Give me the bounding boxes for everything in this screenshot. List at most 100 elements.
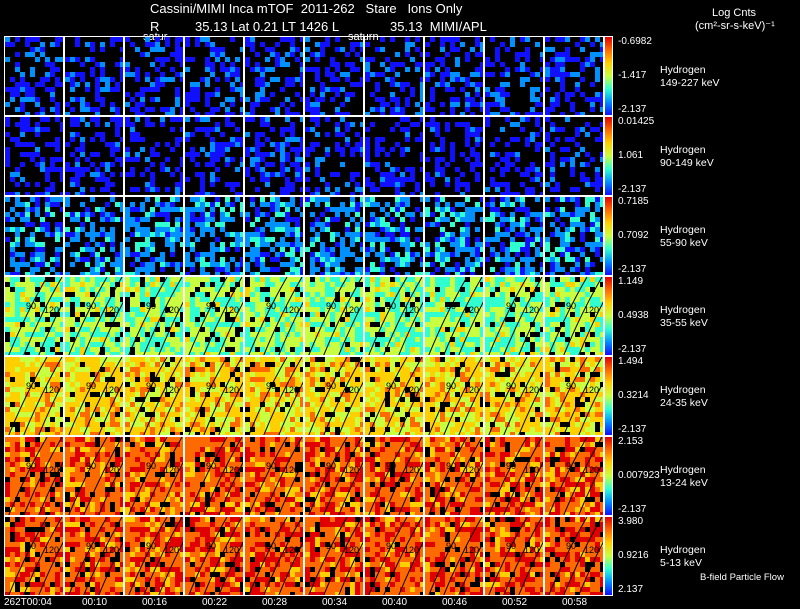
- heatmap-pixel: [125, 212, 130, 217]
- heatmap-pixel: [170, 262, 175, 267]
- heatmap-pixel: [15, 62, 20, 67]
- heatmap-pixel: [300, 177, 303, 182]
- heatmap-pixel: [320, 257, 325, 262]
- heatmap-pixel: [160, 297, 165, 302]
- heatmap-pixel: [230, 102, 235, 107]
- heatmap-pixel: [155, 317, 160, 322]
- heatmap-pixel: [110, 427, 115, 432]
- heatmap-pixel: [365, 272, 370, 275]
- heatmap-pixel: [510, 42, 515, 47]
- heatmap-pixel: [180, 242, 183, 247]
- heatmap-pixel: [480, 332, 483, 337]
- heatmap-pixel: [120, 327, 123, 332]
- heatmap-pixel: [325, 147, 330, 152]
- heatmap-pixel: [600, 287, 603, 292]
- heatmap-pixel: [95, 337, 100, 342]
- heatmap-pixel: [85, 422, 90, 427]
- heatmap-pixel: [225, 162, 230, 167]
- heatmap-pixel: [300, 352, 303, 355]
- heatmap-pixel: [250, 287, 255, 292]
- heatmap-pixel: [490, 212, 495, 217]
- heatmap-pixel: [295, 292, 300, 297]
- heatmap-pixel: [200, 337, 205, 342]
- heatmap-pixel: [60, 222, 63, 227]
- heatmap-pixel: [485, 332, 490, 337]
- heatmap-pixel: [105, 297, 110, 302]
- heatmap-pixel: [90, 287, 95, 292]
- heatmap-pixel: [405, 237, 410, 242]
- heatmap-pixel: [525, 252, 530, 257]
- heatmap-pixel: [215, 52, 220, 57]
- heatmap-pixel: [570, 327, 575, 332]
- heatmap-pixel: [10, 397, 15, 402]
- heatmap-pixel: [90, 237, 95, 242]
- heatmap-pixel: [240, 317, 243, 322]
- heatmap-pixel: [535, 227, 540, 232]
- heatmap-pixel: [125, 272, 130, 275]
- heatmap-pixel: [140, 52, 145, 57]
- heatmap-pixel: [305, 327, 310, 332]
- heatmap-pixel: [240, 87, 243, 92]
- heatmap-pixel: [530, 137, 535, 142]
- heatmap-pixel: [510, 287, 515, 292]
- heatmap-pixel: [90, 172, 95, 177]
- heatmap-pixel: [550, 127, 555, 132]
- heatmap-pixel: [410, 352, 415, 355]
- heatmap-pixel: [275, 77, 280, 82]
- heatmap-pixel: [500, 287, 505, 292]
- heatmap-pixel: [80, 147, 85, 152]
- heatmap-pixel: [460, 332, 465, 337]
- heatmap-pixel: [180, 422, 183, 427]
- heatmap-pixel: [235, 277, 240, 282]
- heatmap-pixel: [120, 272, 123, 275]
- heatmap-pixel: [360, 257, 363, 262]
- heatmap-pixel: [75, 167, 80, 172]
- heatmap-pixel: [465, 267, 470, 272]
- heatmap-pixel: [390, 107, 395, 112]
- heatmap-pixel: [575, 342, 580, 347]
- heatmap-pixel: [50, 352, 55, 355]
- heatmap-pixel: [75, 387, 80, 392]
- heatmap-pixel: [135, 77, 140, 82]
- heatmap-pixel: [430, 352, 435, 355]
- heatmap-pixel: [20, 382, 25, 387]
- heatmap-pixel: [505, 232, 510, 237]
- heatmap-pixel: [20, 152, 25, 157]
- heatmap-pixel: [85, 357, 90, 362]
- heatmap-pixel: [65, 342, 70, 347]
- heatmap-pixel: [300, 82, 303, 87]
- heatmap-pixel: [5, 292, 10, 297]
- heatmap-pixel: [65, 297, 70, 302]
- heatmap-pixel: [355, 332, 360, 337]
- heatmap-pixel: [140, 417, 145, 422]
- heatmap-pixel: [115, 307, 120, 312]
- heatmap-pixel: [65, 77, 70, 82]
- heatmap-pixel: [160, 292, 165, 297]
- heatmap-pixel: [265, 292, 270, 297]
- pitch-angle-contour: [8, 277, 48, 355]
- heatmap-pixel: [430, 72, 435, 77]
- heatmap-pixel: [255, 342, 260, 347]
- heatmap-pixel: [290, 47, 295, 52]
- heatmap-pixel: [45, 77, 50, 82]
- heatmap-pixel: [370, 232, 375, 237]
- heatmap-pixel: [260, 167, 265, 172]
- heatmap-pixel: [565, 52, 570, 57]
- heatmap-pixel: [215, 262, 220, 267]
- heatmap-pixel: [490, 252, 495, 257]
- heatmap-pixel: [575, 282, 580, 287]
- heatmap-pixel: [170, 207, 175, 212]
- heatmap-pixel: [95, 152, 100, 157]
- heatmap-pixel: [175, 232, 180, 237]
- heatmap-pixel: [225, 262, 230, 267]
- heatmap-pixel: [60, 287, 63, 292]
- heatmap-pixel: [15, 277, 20, 282]
- heatmap-pixel: [250, 102, 255, 107]
- heatmap-pixel: [130, 42, 135, 47]
- heatmap-pixel: [490, 202, 495, 207]
- heatmap-pixel: [230, 72, 235, 77]
- heatmap-pixel: [450, 47, 455, 52]
- heatmap-pixel: [25, 282, 30, 287]
- heatmap-pixel: [105, 372, 110, 377]
- heatmap-pixel: [80, 152, 85, 157]
